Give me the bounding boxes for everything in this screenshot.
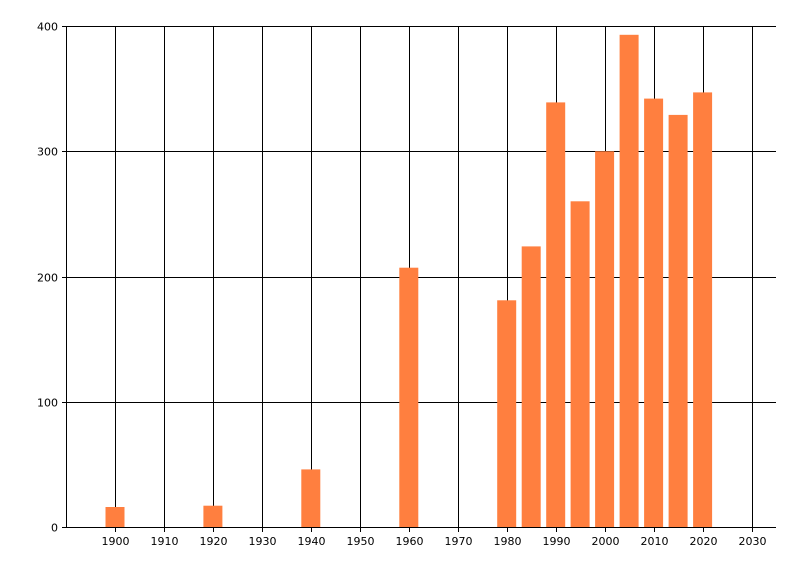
y-tick-label-200: 200	[37, 272, 58, 285]
x-tick-label-1940: 1940	[298, 535, 326, 548]
x-tick-label-1990: 1990	[543, 535, 571, 548]
bar-1940	[301, 469, 321, 527]
bar-1995	[570, 201, 590, 528]
x-tick-label-1910: 1910	[151, 535, 179, 548]
bar-1990	[546, 102, 566, 528]
y-tick-label-300: 300	[37, 146, 58, 159]
bar-1985	[521, 246, 541, 527]
x-tick-label-1900: 1900	[102, 535, 130, 548]
x-tick-label-2000: 2000	[592, 535, 620, 548]
bar-1900	[105, 507, 125, 527]
x-tick-label-1970: 1970	[445, 535, 473, 548]
x-tick-label-1920: 1920	[200, 535, 228, 548]
bar-2010	[644, 98, 664, 527]
axis-layer	[62, 26, 776, 532]
x-tick-label-2020: 2020	[690, 535, 718, 548]
bar-2020	[693, 92, 713, 528]
label-layer: 0 100 200 300 400 1900 1910 1920 1930 1940 1950 196…	[37, 21, 767, 549]
bar-2005	[619, 34, 639, 528]
bar-layer	[105, 34, 713, 528]
x-tick-label-2030: 2030	[739, 535, 767, 548]
bar-1920	[203, 505, 223, 527]
x-tick-label-1960: 1960	[396, 535, 424, 548]
bar-1960	[399, 267, 419, 527]
x-tick-label-1980: 1980	[494, 535, 522, 548]
bar-2000	[595, 151, 615, 528]
y-tick-label-400: 400	[37, 21, 58, 34]
bar-2015	[668, 114, 688, 528]
x-tick-label-1950: 1950	[347, 535, 375, 548]
x-tick-label-2010: 2010	[641, 535, 669, 548]
x-tick-label-1930: 1930	[249, 535, 277, 548]
y-tick-label-100: 100	[37, 397, 58, 410]
bar-1980	[497, 300, 517, 527]
y-tick-label-0: 0	[51, 522, 58, 535]
